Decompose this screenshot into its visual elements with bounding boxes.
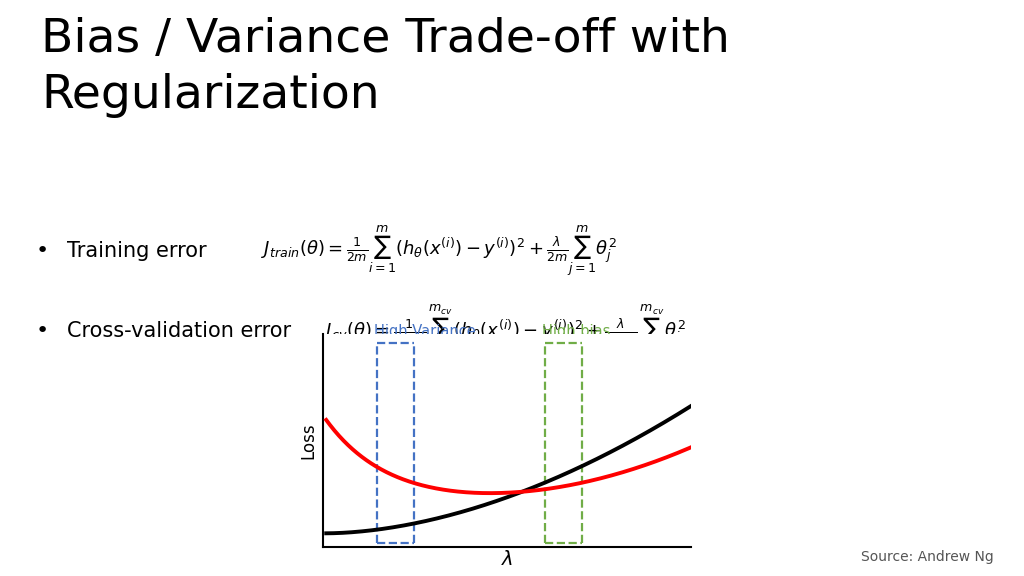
Text: Source: Andrew Ng: Source: Andrew Ng (860, 551, 993, 564)
Text: •: • (36, 241, 49, 260)
Text: High Variance: High Variance (374, 324, 475, 339)
Text: Training error: Training error (67, 241, 206, 260)
Text: $J_{cv}(\theta)$: $J_{cv}(\theta)$ (586, 388, 634, 410)
Text: $J_{train}(\theta)$: $J_{train}(\theta)$ (586, 450, 649, 472)
Text: Cross-validation error: Cross-validation error (67, 321, 291, 341)
Text: Bias / Variance Trade-off with
Regularization: Bias / Variance Trade-off with Regulariz… (41, 17, 730, 118)
Text: $J_{train}(\theta) = \frac{1}{2m}\sum_{i=1}^{m}(h_{\theta}(x^{(i)}) - y^{(i)})^2: $J_{train}(\theta) = \frac{1}{2m}\sum_{i… (261, 223, 617, 278)
Text: High bias: High bias (542, 324, 610, 339)
Text: $J_{cv}(\theta) = \frac{1}{2m_{cv}}\sum_{i=1}^{m_{cv}}(h_{\theta}(x^{(i)}_{cv}) : $J_{cv}(\theta) = \frac{1}{2m_{cv}}\sum_… (323, 303, 685, 359)
Text: •: • (36, 321, 49, 341)
Y-axis label: Loss: Loss (299, 422, 317, 459)
X-axis label: $\lambda$: $\lambda$ (501, 550, 513, 569)
